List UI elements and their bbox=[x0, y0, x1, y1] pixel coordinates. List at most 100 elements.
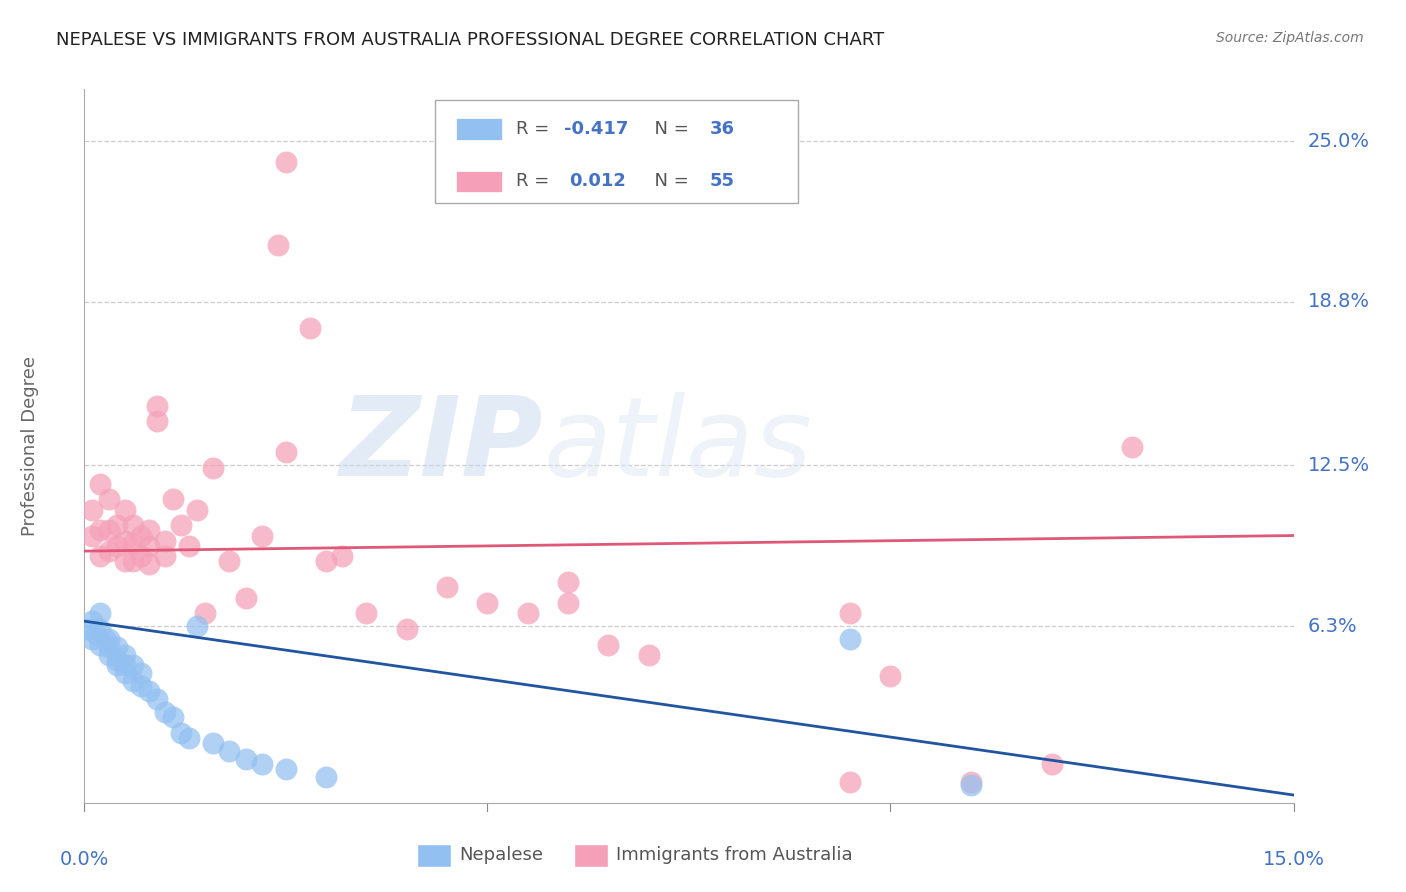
Bar bbox=[418, 844, 451, 867]
Point bbox=[960, 778, 983, 792]
Point bbox=[1040, 756, 1063, 771]
Point bbox=[299, 321, 322, 335]
Point bbox=[105, 640, 128, 654]
Point bbox=[960, 775, 983, 789]
Point bbox=[105, 539, 128, 553]
Point bbox=[97, 640, 120, 654]
Point bbox=[879, 668, 901, 682]
Point bbox=[89, 638, 111, 652]
Text: 55: 55 bbox=[710, 172, 734, 190]
Point bbox=[395, 622, 418, 636]
Point bbox=[516, 607, 538, 621]
Text: -0.417: -0.417 bbox=[564, 120, 628, 138]
Point bbox=[114, 666, 136, 681]
Point bbox=[235, 752, 257, 766]
Point bbox=[153, 533, 176, 548]
Point bbox=[97, 632, 120, 647]
Point bbox=[170, 518, 193, 533]
Text: ZIP: ZIP bbox=[340, 392, 544, 500]
Point bbox=[121, 658, 143, 673]
Point bbox=[250, 528, 273, 542]
Point bbox=[330, 549, 353, 564]
Point bbox=[114, 533, 136, 548]
Point bbox=[186, 502, 208, 516]
Point bbox=[274, 445, 297, 459]
Point bbox=[82, 528, 104, 542]
Point bbox=[97, 492, 120, 507]
Text: 12.5%: 12.5% bbox=[1308, 456, 1369, 475]
Point bbox=[97, 544, 120, 558]
Point bbox=[598, 638, 620, 652]
Text: R =: R = bbox=[516, 172, 561, 190]
Point bbox=[235, 591, 257, 605]
Point bbox=[121, 536, 143, 550]
Point bbox=[557, 575, 579, 590]
Point bbox=[839, 607, 862, 621]
Bar bbox=[456, 119, 502, 140]
Point bbox=[82, 502, 104, 516]
Point bbox=[839, 775, 862, 789]
Text: 36: 36 bbox=[710, 120, 734, 138]
Point bbox=[315, 770, 337, 784]
Point bbox=[637, 648, 659, 662]
Point bbox=[153, 705, 176, 719]
FancyBboxPatch shape bbox=[434, 100, 797, 203]
Point bbox=[356, 607, 378, 621]
Point bbox=[218, 554, 240, 568]
Bar bbox=[574, 844, 607, 867]
Point bbox=[89, 607, 111, 621]
Point bbox=[218, 744, 240, 758]
Point bbox=[179, 539, 201, 553]
Point bbox=[89, 549, 111, 564]
Point bbox=[162, 710, 184, 724]
Point bbox=[105, 658, 128, 673]
Text: Nepalese: Nepalese bbox=[460, 847, 543, 864]
Point bbox=[97, 648, 120, 662]
Point bbox=[121, 673, 143, 688]
Point bbox=[77, 622, 100, 636]
Point bbox=[105, 653, 128, 667]
Point bbox=[477, 596, 499, 610]
Point bbox=[1121, 440, 1143, 454]
Point bbox=[114, 658, 136, 673]
Point bbox=[129, 549, 152, 564]
Point bbox=[146, 414, 169, 428]
Point bbox=[121, 554, 143, 568]
Point bbox=[121, 518, 143, 533]
Point bbox=[250, 756, 273, 771]
Point bbox=[267, 238, 290, 252]
Point bbox=[97, 524, 120, 538]
Text: Immigrants from Australia: Immigrants from Australia bbox=[616, 847, 853, 864]
Point bbox=[86, 627, 108, 641]
Text: NEPALESE VS IMMIGRANTS FROM AUSTRALIA PROFESSIONAL DEGREE CORRELATION CHART: NEPALESE VS IMMIGRANTS FROM AUSTRALIA PR… bbox=[56, 31, 884, 49]
Point bbox=[129, 528, 152, 542]
Point bbox=[274, 154, 297, 169]
Point bbox=[274, 762, 297, 776]
Point bbox=[146, 399, 169, 413]
Point bbox=[138, 557, 160, 571]
Text: 0.0%: 0.0% bbox=[59, 849, 110, 869]
Point bbox=[146, 692, 169, 706]
Text: 15.0%: 15.0% bbox=[1263, 849, 1324, 869]
Text: 6.3%: 6.3% bbox=[1308, 617, 1357, 636]
Text: Professional Degree: Professional Degree bbox=[21, 356, 39, 536]
Point bbox=[315, 554, 337, 568]
Point bbox=[179, 731, 201, 745]
Point bbox=[105, 518, 128, 533]
Point bbox=[89, 476, 111, 491]
Point bbox=[162, 492, 184, 507]
Point bbox=[153, 549, 176, 564]
Text: 0.012: 0.012 bbox=[569, 172, 626, 190]
Point bbox=[202, 461, 225, 475]
Point bbox=[129, 679, 152, 693]
Bar bbox=[456, 170, 502, 192]
Point bbox=[436, 581, 458, 595]
Point bbox=[138, 539, 160, 553]
Point bbox=[89, 622, 111, 636]
Text: 18.8%: 18.8% bbox=[1308, 293, 1369, 311]
Point bbox=[82, 614, 104, 628]
Point bbox=[114, 502, 136, 516]
Point bbox=[202, 736, 225, 750]
Text: atlas: atlas bbox=[544, 392, 813, 500]
Point bbox=[93, 632, 115, 647]
